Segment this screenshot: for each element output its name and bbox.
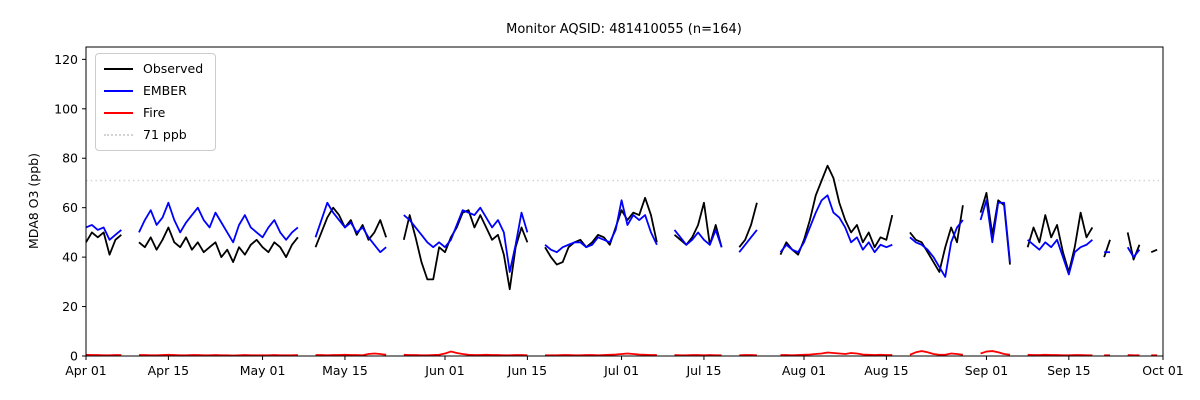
x-tick-label: Apr 01 bbox=[65, 363, 107, 378]
y-tick-label: 100 bbox=[54, 101, 78, 116]
series-line-observed bbox=[314, 206, 388, 248]
series-line-ember bbox=[779, 194, 893, 254]
y-tick-label: 0 bbox=[70, 349, 78, 364]
x-tick-label: Oct 01 bbox=[1142, 363, 1184, 378]
series-line-observed bbox=[1103, 239, 1111, 258]
series-line-ember bbox=[673, 229, 723, 248]
x-tick-label: Sep 01 bbox=[965, 363, 1008, 378]
x-tick-label: Sep 15 bbox=[1047, 363, 1090, 378]
x-tick-label: May 15 bbox=[322, 363, 368, 378]
x-tick-label: May 01 bbox=[240, 363, 286, 378]
y-tick-label: 120 bbox=[54, 52, 78, 67]
legend-label: Fire bbox=[143, 105, 166, 120]
series-layer bbox=[85, 164, 1158, 357]
series-line-fire bbox=[403, 350, 528, 357]
chart-title: Monitor AQSID: 481410055 (n=164) bbox=[506, 22, 742, 37]
axes-layer: 0 20 40 60 80 100 120 Apr 01 Apr 15 May 01 May 15 J… bbox=[54, 46, 1184, 378]
series-line-observed bbox=[402, 209, 529, 291]
series-line-fire bbox=[85, 353, 122, 357]
series-line-observed bbox=[1150, 248, 1158, 254]
series-line-ember bbox=[1126, 246, 1141, 259]
x-tick-label: Jun 01 bbox=[424, 363, 464, 378]
legend-label: EMBER bbox=[143, 83, 187, 98]
x-tick-label: Aug 15 bbox=[864, 363, 908, 378]
series-line-observed bbox=[85, 231, 122, 256]
y-tick-label: 60 bbox=[62, 200, 78, 215]
series-line-fire bbox=[909, 350, 964, 356]
y-tick-label: 80 bbox=[62, 151, 78, 166]
legend-item-ember: EMBER bbox=[104, 83, 203, 99]
series-line-ember bbox=[314, 201, 387, 254]
series-line-observed bbox=[673, 201, 723, 248]
y-axis-label: MDA8 O3 (ppb) bbox=[26, 153, 41, 249]
legend-item-observed: Observed bbox=[104, 61, 203, 77]
series-line-observed bbox=[779, 164, 894, 256]
legend-swatch-dotted bbox=[104, 134, 133, 136]
legend-item-fire: Fire bbox=[104, 105, 203, 121]
series-line-ember bbox=[403, 206, 529, 273]
y-tick-label: 20 bbox=[62, 299, 78, 314]
series-line-observed bbox=[738, 202, 758, 248]
series-line-observed bbox=[1026, 211, 1094, 273]
legend-swatch-solid bbox=[104, 90, 133, 92]
plot-border bbox=[85, 46, 1164, 357]
x-tick-label: Aug 01 bbox=[782, 363, 826, 378]
series-line-fire bbox=[980, 350, 1011, 356]
legend-label: 71 ppb bbox=[143, 127, 187, 142]
series-line-ember bbox=[979, 199, 1011, 263]
legend-label: Observed bbox=[143, 61, 204, 76]
series-line-observed bbox=[1126, 232, 1141, 261]
series-line-ember bbox=[85, 224, 122, 241]
series-line-fire bbox=[780, 351, 893, 357]
x-tick-label: Jul 15 bbox=[685, 363, 721, 378]
series-line-ember bbox=[1027, 238, 1093, 276]
y-tick-label: 40 bbox=[62, 250, 78, 265]
x-tick-label: Apr 15 bbox=[148, 363, 190, 378]
legend-item-71-ppb: 71 ppb bbox=[104, 127, 203, 143]
legend-swatch-solid bbox=[104, 112, 133, 114]
series-line-fire bbox=[1027, 353, 1093, 357]
series-line-ember bbox=[138, 201, 299, 244]
series-line-observed bbox=[138, 226, 299, 263]
series-line-ember bbox=[544, 199, 658, 254]
legend-swatch-solid bbox=[104, 68, 133, 70]
series-line-fire bbox=[315, 352, 387, 357]
series-line-fire bbox=[138, 353, 298, 357]
x-tick-label: Jul 01 bbox=[603, 363, 639, 378]
series-line-observed bbox=[544, 196, 658, 266]
series-line-ember bbox=[738, 229, 758, 253]
x-tick-label: Jun 15 bbox=[507, 363, 547, 378]
series-line-fire bbox=[545, 352, 657, 357]
series-line-ember bbox=[909, 219, 964, 278]
legend: Observed EMBER Fire 71 ppb bbox=[95, 53, 217, 151]
